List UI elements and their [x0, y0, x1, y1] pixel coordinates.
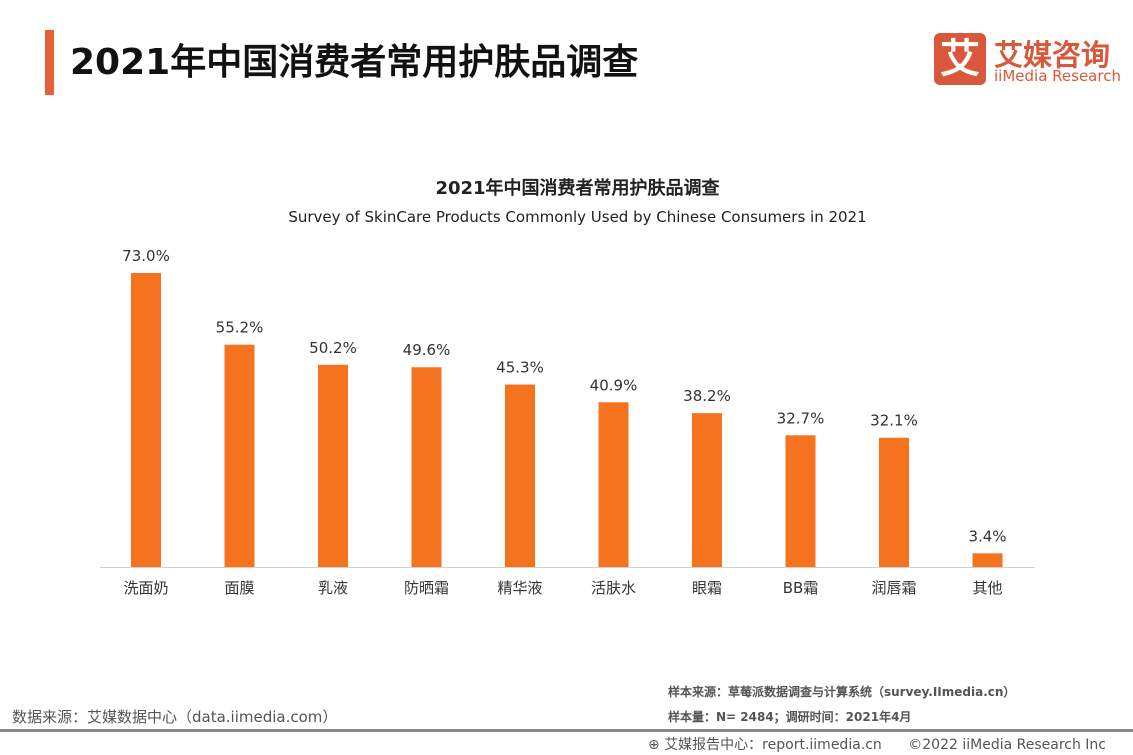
- chart-title: 2021年中国消费者常用护肤品调查: [435, 178, 720, 199]
- data-label: 38.2%: [683, 387, 731, 405]
- data-source: 数据来源：艾媒数据中心（data.iimedia.com）: [12, 708, 338, 726]
- x-tick-label: 其他: [972, 579, 1002, 597]
- brand-logo: 艾: [934, 33, 986, 85]
- sample-source: 样本来源：草莓派数据调查与计算系统（survey.IImedia.cn）: [668, 685, 1016, 699]
- bar: [131, 273, 161, 567]
- x-tick-label: 面膜: [224, 579, 254, 597]
- data-label: 3.4%: [968, 527, 1006, 545]
- title-accent-bar: [45, 30, 54, 95]
- data-label: 40.9%: [590, 376, 638, 394]
- brand-name-en: iiMedia Research: [994, 67, 1121, 85]
- sample-size: 样本量：N= 2484；调研时间：2021年4月: [668, 710, 912, 724]
- globe-icon: ⊕: [648, 737, 660, 753]
- x-tick-label: 活肤水: [591, 579, 636, 597]
- bar: [505, 384, 535, 567]
- data-label: 50.2%: [309, 339, 357, 357]
- copyright: ©2022 iiMedia Research Inc: [908, 737, 1106, 753]
- x-tick-label: 眼霜: [692, 579, 722, 597]
- x-tick-label: 精华液: [497, 579, 542, 597]
- data-label: 49.6%: [403, 341, 451, 359]
- bar: [598, 402, 629, 567]
- x-tick-label: 润唇霜: [871, 579, 916, 597]
- data-label: 73.0%: [122, 247, 170, 265]
- footer-line: ⊕ 艾媒报告中心：report.iimedia.cn ©2022 iiMedia…: [648, 734, 1106, 754]
- bar: [224, 344, 255, 567]
- report-center-link[interactable]: 艾媒报告中心：report.iimedia.cn: [664, 737, 882, 753]
- bar: [879, 437, 909, 567]
- bar: [785, 435, 816, 567]
- chart-subtitle: Survey of SkinCare Products Commonly Use…: [288, 208, 867, 226]
- data-label: 55.2%: [216, 319, 264, 337]
- brand-name-cn: 艾媒咨询: [994, 38, 1111, 72]
- bar: [318, 364, 348, 567]
- footer-divider: [0, 729, 1133, 732]
- x-tick-label: BB霜: [783, 579, 819, 597]
- x-tick-label: 防晒霜: [404, 579, 449, 597]
- bar: [972, 553, 1003, 567]
- data-label: 45.3%: [496, 359, 544, 377]
- x-tick-label: 洗面奶: [123, 579, 168, 597]
- x-tick-label: 乳液: [318, 579, 348, 597]
- bar: [692, 413, 722, 567]
- data-label: 32.1%: [870, 412, 918, 430]
- page-title: 2021年中国消费者常用护肤品调查: [70, 42, 639, 83]
- data-label: 32.7%: [777, 409, 825, 427]
- bar: [411, 367, 442, 567]
